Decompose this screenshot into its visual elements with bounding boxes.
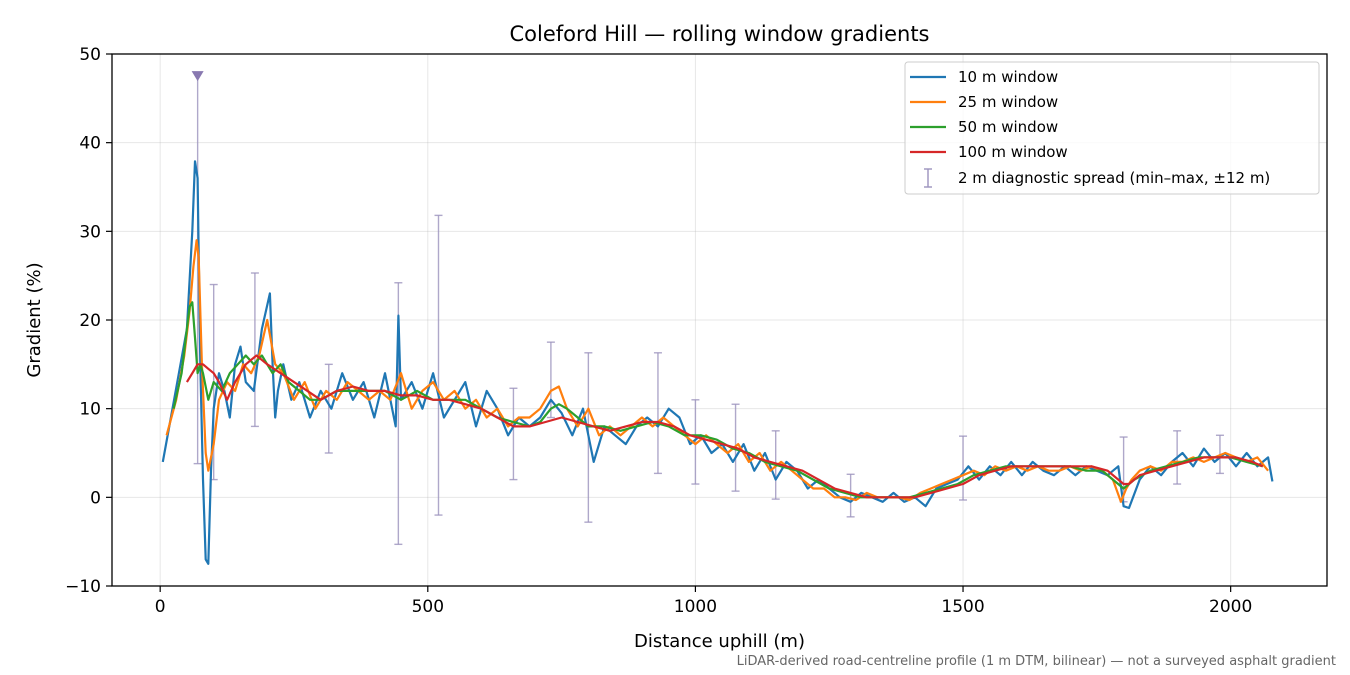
error-bar bbox=[959, 435, 968, 501]
error-bar bbox=[546, 341, 555, 419]
legend-label-50m: 50 m window bbox=[958, 118, 1058, 136]
error-bar bbox=[691, 399, 700, 485]
legend-label-100m: 100 m window bbox=[958, 143, 1068, 161]
error-bar bbox=[434, 214, 443, 516]
y-tick-label: 30 bbox=[79, 222, 101, 242]
legend-label-25m: 25 m window bbox=[958, 93, 1058, 111]
legend: 10 m window 25 m window 50 m window 100 … bbox=[904, 61, 1320, 195]
legend-box bbox=[904, 61, 1320, 195]
y-tick-label: 20 bbox=[79, 311, 101, 331]
footnote: LiDAR-derived road-centreline profile (1… bbox=[737, 654, 1336, 669]
y-tick-label: 0 bbox=[90, 488, 101, 508]
x-tick-label: 0 bbox=[155, 597, 166, 617]
chart-title: Coleford Hill — rolling window gradients bbox=[509, 22, 929, 46]
series-100m-window bbox=[185, 354, 1264, 499]
error-bar bbox=[324, 363, 333, 454]
legend-swatch-errorbar bbox=[924, 168, 932, 188]
y-axis-label: Gradient (%) bbox=[24, 262, 45, 377]
series-lines bbox=[161, 160, 1274, 565]
clipped-marker bbox=[191, 71, 204, 82]
error-bar bbox=[509, 387, 518, 481]
y-tick-label: 10 bbox=[79, 400, 101, 420]
legend-label-10m: 10 m window bbox=[958, 68, 1058, 86]
y-tick-label: 50 bbox=[79, 45, 101, 65]
error-bar bbox=[191, 71, 204, 465]
y-tick-label: −10 bbox=[65, 577, 101, 597]
x-tick-label: 500 bbox=[412, 597, 444, 617]
axis-ticks: 0 500 1000 1500 2000 −10 0 10 20 30 40 50 bbox=[65, 45, 1252, 617]
series-10m-window bbox=[161, 160, 1274, 565]
legend-label-errorbar: 2 m diagnostic spread (min–max, ±12 m) bbox=[958, 169, 1270, 187]
x-tick-label: 2000 bbox=[1209, 597, 1252, 617]
x-axis-label: Distance uphill (m) bbox=[634, 631, 805, 652]
x-tick-label: 1000 bbox=[674, 597, 717, 617]
error-bar bbox=[653, 352, 662, 475]
y-tick-label: 40 bbox=[79, 134, 101, 154]
error-bar bbox=[250, 272, 259, 428]
error-bar bbox=[846, 473, 855, 518]
x-tick-label: 1500 bbox=[941, 597, 984, 617]
series-25m-window bbox=[165, 239, 1269, 503]
